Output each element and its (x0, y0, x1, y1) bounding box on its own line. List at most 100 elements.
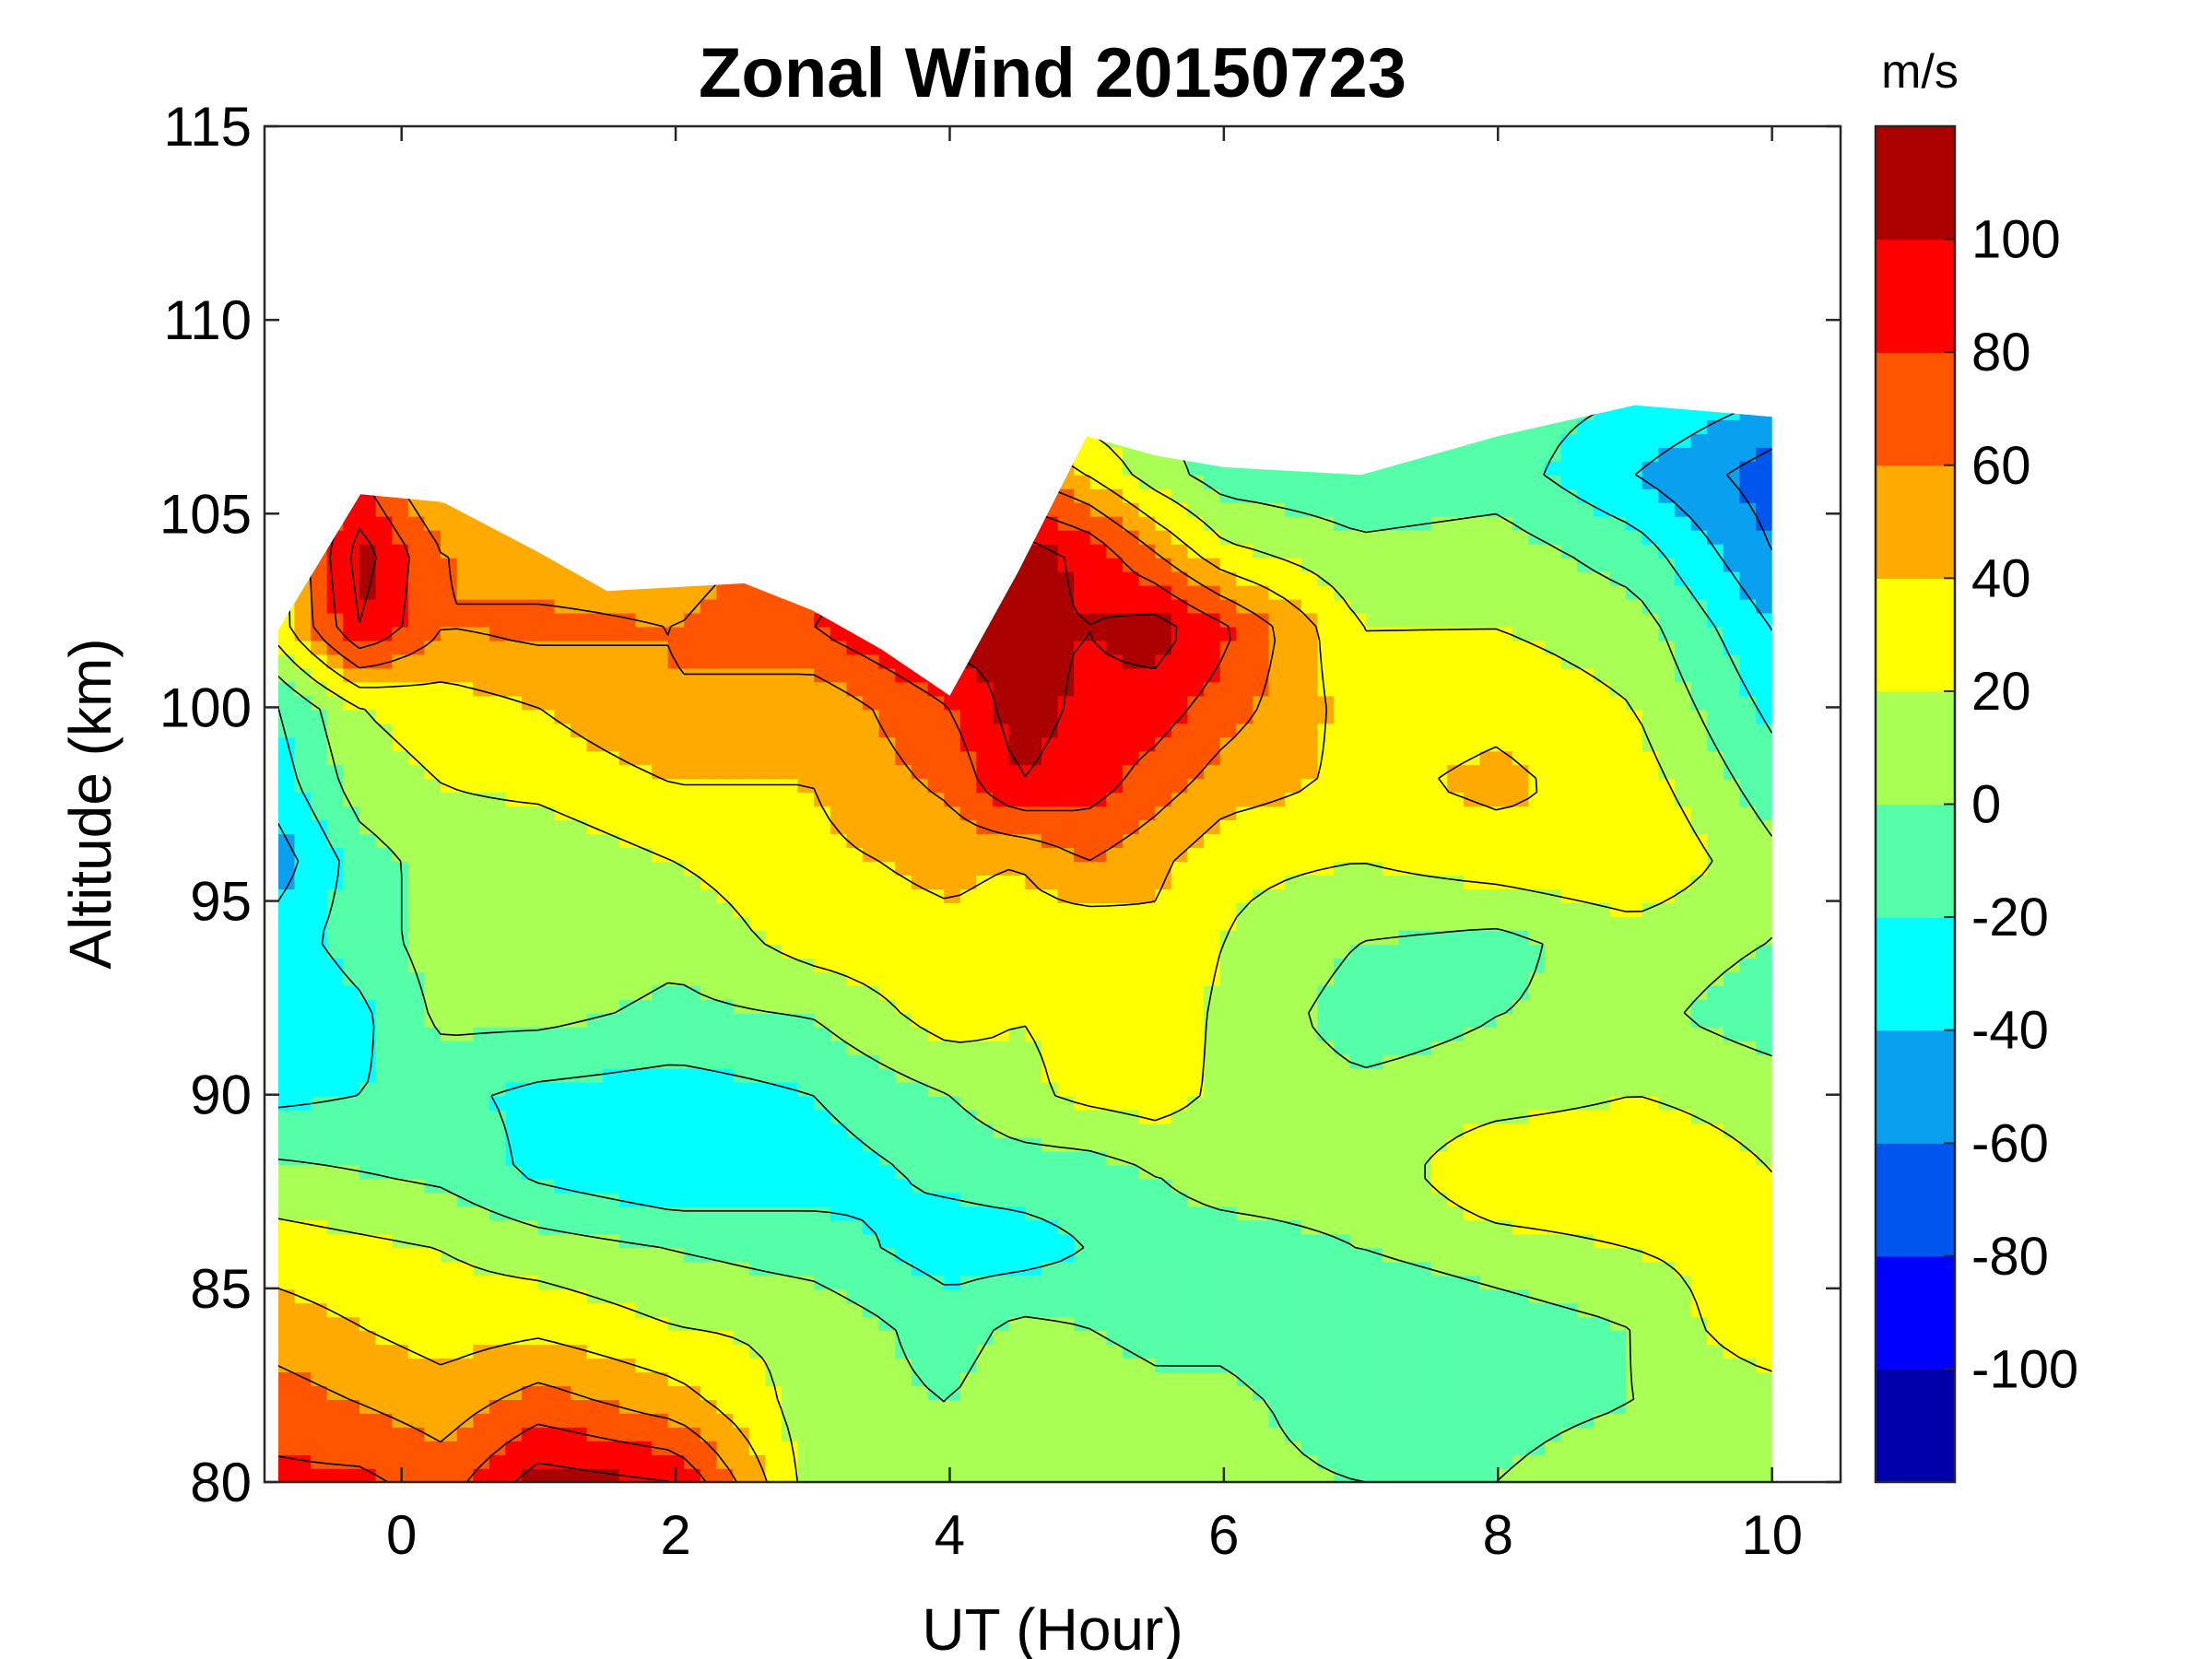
heat-cell (1658, 1247, 1676, 1263)
heat-cell (1268, 1192, 1286, 1207)
heat-cell (797, 847, 815, 863)
heat-cell (1593, 750, 1611, 766)
heat-cell (603, 1316, 620, 1332)
heat-cell (782, 958, 799, 972)
heat-cell (1123, 1233, 1140, 1249)
heat-cell (814, 1026, 831, 1041)
heat-cell (1430, 847, 1449, 863)
heat-cell (1447, 902, 1465, 917)
heat-cell (1123, 1468, 1140, 1482)
heat-cell (1739, 1344, 1757, 1359)
heat-cell (392, 1413, 409, 1428)
heat-cell (1545, 764, 1562, 780)
heat-cell (716, 1302, 734, 1318)
heat-cell (1723, 1385, 1741, 1400)
heat-cell (1366, 1413, 1383, 1428)
heat-cell (1138, 1441, 1156, 1455)
heat-cell (571, 1413, 588, 1428)
heat-cell (1382, 819, 1400, 835)
heat-cell (1285, 750, 1302, 766)
heat-cell (537, 1413, 556, 1428)
heat-cell (1057, 1288, 1075, 1304)
heat-cell (537, 1316, 556, 1332)
heat-cell (1285, 1095, 1302, 1111)
heat-cell (1138, 985, 1156, 1000)
heat-cell (392, 1067, 409, 1083)
heat-cell (1204, 999, 1221, 1014)
heat-cell (878, 1288, 897, 1304)
heat-cell (343, 1261, 360, 1277)
heat-cell (1204, 764, 1221, 780)
heat-cell (311, 792, 328, 807)
heat-cell (1252, 764, 1270, 780)
heat-cell (976, 1178, 994, 1194)
heat-cell (765, 806, 782, 821)
heat-cell (1447, 1150, 1465, 1166)
heat-cell (1447, 1358, 1465, 1372)
heat-cell (684, 819, 701, 835)
heat-cell (294, 1302, 312, 1318)
heat-cell (488, 1053, 507, 1069)
heat-cell (1057, 792, 1075, 807)
heat-cell (571, 1026, 588, 1041)
heat-cell (878, 1302, 897, 1318)
heat-cell (976, 1150, 994, 1166)
heat-cell (1236, 1413, 1253, 1428)
heat-cell (586, 999, 604, 1014)
heat-cell (1463, 1441, 1481, 1455)
heat-cell (1528, 1275, 1546, 1290)
heat-cell (488, 819, 507, 835)
heat-cell (895, 1136, 912, 1152)
heat-cell (1187, 1427, 1205, 1441)
heat-cell (1300, 1081, 1319, 1097)
heat-cell (277, 985, 296, 1000)
heat-cell (1366, 1261, 1383, 1277)
heat-cell (1658, 833, 1676, 849)
heat-cell (976, 1123, 994, 1138)
heat-cell (554, 1441, 571, 1455)
heat-cell (1707, 1136, 1724, 1152)
heat-cell (652, 875, 669, 889)
heat-cell (1349, 1399, 1367, 1414)
heat-cell (1236, 778, 1253, 794)
heat-cell (684, 1399, 701, 1414)
heat-cell (1106, 1385, 1124, 1400)
heat-cell (294, 902, 312, 917)
heat-cell (716, 861, 734, 876)
heat-cell (700, 971, 718, 986)
heat-cell (1577, 847, 1594, 863)
heat-cell (1236, 1288, 1253, 1304)
heat-cell (1057, 985, 1075, 1000)
heat-cell (1300, 1192, 1319, 1207)
heat-cell (911, 930, 929, 945)
heat-cell (944, 847, 961, 863)
heat-cell (375, 985, 393, 1000)
heat-cell (700, 1358, 718, 1372)
heat-cell (294, 806, 312, 821)
heat-cell (716, 819, 734, 835)
heat-cell (1756, 1468, 1773, 1482)
heat-cell (1252, 1385, 1270, 1400)
heat-cell (1690, 999, 1708, 1014)
heat-cell (407, 999, 426, 1014)
heat-cell (1219, 971, 1238, 986)
heat-cell (1609, 930, 1627, 945)
heat-cell (1252, 1302, 1270, 1318)
heat-cell (1593, 1192, 1611, 1207)
heat-cell (959, 985, 978, 1000)
heat-cell (1236, 1109, 1253, 1124)
heat-cell (1545, 1302, 1562, 1318)
heat-cell (1155, 1026, 1172, 1041)
heat-cell (1560, 1371, 1578, 1386)
heat-cell (1641, 1454, 1660, 1469)
heat-cell (635, 1358, 653, 1372)
heat-cell (1041, 1344, 1059, 1359)
heat-cell (1479, 1454, 1497, 1469)
heat-cell (1496, 1150, 1513, 1166)
heat-cell (1593, 1468, 1611, 1482)
heat-cell (1187, 1178, 1205, 1194)
heat-cell (1123, 1247, 1140, 1263)
heat-cell (1300, 1150, 1319, 1166)
heat-cell (1123, 1219, 1140, 1235)
heat-cell (441, 971, 458, 986)
